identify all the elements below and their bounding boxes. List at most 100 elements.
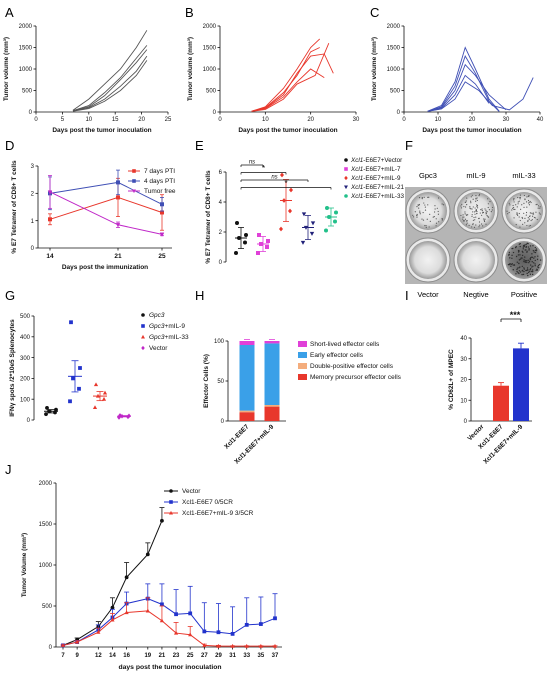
series-line — [49, 196, 163, 220]
legend-label: Xcl1-E6E7 0/5CR — [182, 499, 233, 506]
data-point — [257, 233, 261, 237]
elispot-spot — [534, 256, 536, 258]
group-2: Gpc3+mIL-33 — [92, 334, 189, 410]
data-point — [279, 226, 283, 232]
elispot-spot — [475, 209, 477, 211]
elispot-spot — [513, 201, 515, 203]
elispot-spot — [480, 214, 483, 216]
elispot-spot — [473, 226, 476, 228]
elispot-spot — [528, 260, 531, 263]
elispot-spot — [511, 209, 513, 211]
elispot-spot — [528, 249, 530, 251]
elispot-spot — [462, 218, 464, 220]
data-point — [266, 239, 270, 243]
well — [505, 192, 543, 230]
elispot-spot — [537, 207, 539, 209]
panel-letters: A B C D E F G H I J — [5, 5, 413, 477]
label-rest: -E6E7+mIL-9 — [363, 175, 401, 182]
elispot-spot — [531, 219, 533, 221]
x-tick-label: 0 — [402, 117, 406, 123]
elispot-spot — [481, 208, 483, 210]
panel-g-chart: 0 100 200 300 400 500 IFNγ spots /2*10e5 Splen… — [9, 312, 189, 424]
legend-label: Memory precursor effector cells — [310, 374, 402, 381]
elispot-spot — [527, 274, 529, 277]
elispot-spot — [478, 195, 480, 197]
elispot-spot — [482, 225, 484, 227]
data-point — [324, 228, 328, 233]
elispot-spot — [525, 269, 527, 272]
elispot-spot — [476, 197, 478, 199]
elispot-spot — [524, 217, 526, 220]
elispot-spot — [511, 254, 513, 257]
growth-curve — [427, 63, 507, 112]
elispot-spot — [536, 218, 538, 221]
elispot-spot — [519, 226, 521, 228]
data-point — [173, 630, 179, 635]
elispot-spot — [507, 263, 510, 266]
elispot-spot — [516, 267, 519, 269]
y-tick-label: 6 — [219, 170, 223, 176]
label-rest: Vector — [149, 345, 168, 352]
legend-marker — [141, 334, 145, 339]
x-tick-label: 15 — [112, 117, 119, 123]
x-tick-label: 9 — [75, 653, 79, 659]
series-line — [62, 598, 276, 646]
elispot-spot — [462, 220, 465, 222]
panel-letter-b: B — [185, 5, 194, 20]
elispot-spot — [487, 198, 489, 200]
x-tick-label: 19 — [144, 653, 151, 659]
elispot-spot — [517, 203, 519, 205]
group-3: Vector — [117, 345, 168, 420]
elispot-spot — [510, 265, 512, 267]
elispot-spot — [486, 211, 488, 213]
elispot-spot — [434, 211, 436, 213]
elispot-spot — [428, 226, 430, 228]
data-point — [92, 405, 98, 410]
legend-marker — [141, 313, 145, 317]
elispot-spot — [515, 224, 517, 226]
elispot-spot — [523, 206, 525, 208]
elispot-spot — [534, 263, 536, 265]
data-point — [309, 231, 315, 236]
data-point — [273, 616, 277, 621]
elispot-spot — [474, 211, 476, 213]
elispot-spot — [517, 272, 519, 274]
elispot-plate-photo: Gpc3 mIL-9 mIL-33 Vector Negtive Positiv… — [405, 171, 547, 299]
legend-label: Double-positive effector cells — [310, 363, 394, 370]
label-rest: +mIL-9 — [165, 323, 186, 330]
plate-column-label-gpc3: Gpc3 — [419, 171, 437, 180]
elispot-spot — [476, 199, 478, 202]
significance-bracket: ns — [240, 175, 309, 182]
elispot-spot — [524, 198, 526, 200]
legend-marker — [344, 167, 348, 171]
elispot-spot — [428, 196, 430, 198]
elispot-spot — [519, 271, 522, 273]
y-tick-label: 0 — [219, 260, 223, 266]
elispot-spot — [513, 264, 516, 266]
elispot-spot — [522, 223, 524, 225]
elispot-spot — [488, 209, 491, 211]
elispot-spot — [519, 194, 522, 196]
series-2: Xcl1-E6E7+mIL-9 3/5CR — [60, 510, 278, 648]
growth-curve — [251, 38, 321, 112]
data-point — [71, 376, 75, 381]
y-axis-title: Tumor Volume (mm³) — [21, 533, 28, 597]
elispot-spot — [519, 258, 522, 260]
elispot-spot — [533, 251, 535, 253]
elispot-spot — [516, 270, 518, 273]
elispot-spot — [527, 269, 529, 271]
elispot-spot — [527, 220, 529, 223]
elispot-spot — [523, 212, 525, 214]
series-0: Vector — [60, 488, 201, 648]
elispot-spot — [474, 213, 476, 215]
well — [409, 192, 447, 230]
elispot-spot — [524, 222, 526, 224]
elispot-spot — [476, 204, 479, 207]
elispot-spot — [521, 204, 523, 206]
elispot-spot — [467, 214, 469, 216]
data-point — [102, 390, 108, 395]
elispot-spot — [471, 215, 473, 218]
elispot-spot — [513, 217, 515, 219]
elispot-spot — [476, 211, 478, 213]
stacked-bar-segment — [264, 406, 280, 421]
